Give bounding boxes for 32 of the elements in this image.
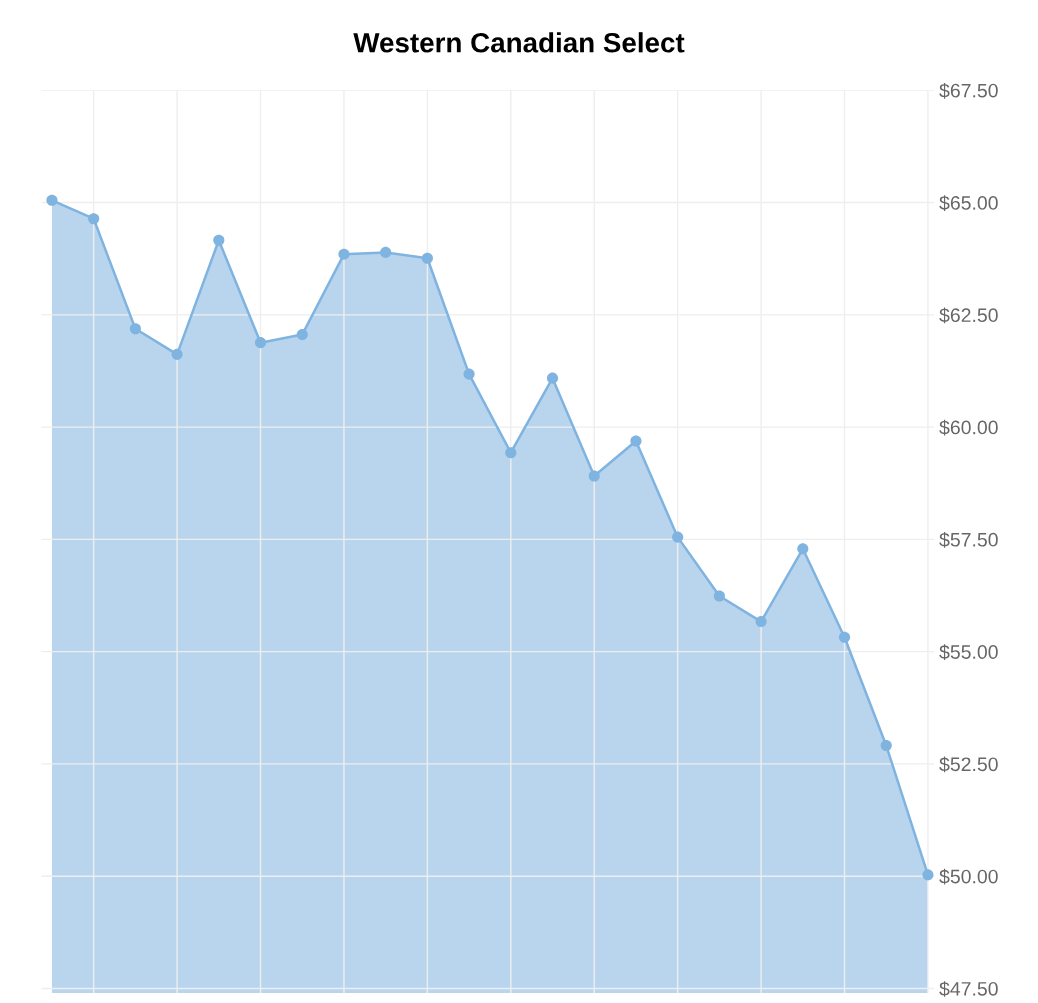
- point: [797, 543, 809, 555]
- point: [713, 590, 725, 602]
- point: [880, 739, 892, 752]
- point: [755, 616, 767, 628]
- y-tick-label: $65.00: [939, 195, 998, 211]
- point: [254, 337, 267, 349]
- point: [129, 323, 141, 335]
- point: [296, 329, 308, 341]
- point: [421, 252, 433, 264]
- point: [338, 248, 350, 260]
- y-tick-label: $62.50: [939, 307, 998, 324]
- point: [380, 246, 392, 258]
- point: [46, 194, 58, 206]
- point: [630, 435, 642, 447]
- chart-title: Western Canadian Select: [353, 32, 685, 53]
- y-tick-label: $55.00: [939, 644, 998, 661]
- y-tick-label: $60.00: [939, 419, 998, 436]
- point: [672, 531, 684, 543]
- point: [922, 869, 934, 881]
- point: [213, 234, 225, 246]
- point: [463, 368, 475, 380]
- y-tick-label: $50.00: [939, 868, 998, 885]
- point: [171, 348, 183, 360]
- point: [588, 470, 600, 482]
- y-tick-label: $52.50: [939, 756, 998, 773]
- point: [838, 631, 851, 643]
- y-tick-label: $47.50: [939, 981, 998, 997]
- point: [505, 447, 517, 459]
- y-tick-label: $67.50: [939, 82, 998, 99]
- point: [546, 372, 559, 384]
- point: [88, 213, 100, 225]
- y-tick-label: $57.50: [939, 532, 998, 548]
